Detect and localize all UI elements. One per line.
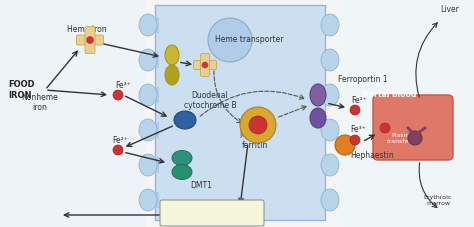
Ellipse shape	[321, 154, 339, 176]
Circle shape	[113, 145, 123, 155]
Text: Heme iron: Heme iron	[67, 25, 107, 34]
Ellipse shape	[310, 108, 326, 128]
Text: Fe²⁺: Fe²⁺	[112, 136, 128, 145]
Ellipse shape	[139, 14, 157, 36]
Ellipse shape	[321, 14, 339, 36]
Text: Plasma
transferrin: Plasma transferrin	[386, 133, 419, 144]
Bar	[155, 192, 159, 208]
Bar	[155, 157, 159, 173]
Circle shape	[350, 105, 360, 115]
Ellipse shape	[139, 84, 157, 106]
Text: FOOD
IRON: FOOD IRON	[8, 80, 35, 100]
Bar	[155, 122, 159, 138]
Text: Ferroportin 1: Ferroportin 1	[338, 75, 388, 84]
Ellipse shape	[139, 189, 157, 211]
Ellipse shape	[172, 165, 192, 180]
Ellipse shape	[335, 135, 355, 155]
Ellipse shape	[165, 45, 179, 65]
Ellipse shape	[165, 65, 179, 85]
Ellipse shape	[321, 189, 339, 211]
Ellipse shape	[321, 49, 339, 71]
Circle shape	[408, 131, 422, 145]
Text: Duodenal
cytochrome B: Duodenal cytochrome B	[184, 91, 237, 110]
Ellipse shape	[321, 84, 339, 106]
Text: Lost by shedding
of epithelial cells: Lost by shedding of epithelial cells	[185, 208, 239, 218]
FancyBboxPatch shape	[201, 54, 210, 76]
Text: Erythroic
marrow: Erythroic marrow	[424, 195, 452, 206]
FancyBboxPatch shape	[0, 0, 145, 227]
FancyBboxPatch shape	[85, 27, 95, 54]
Text: Fe²⁺: Fe²⁺	[351, 96, 367, 105]
FancyBboxPatch shape	[76, 35, 103, 45]
Bar	[155, 87, 159, 103]
FancyBboxPatch shape	[160, 200, 264, 226]
Ellipse shape	[139, 154, 157, 176]
Ellipse shape	[172, 151, 192, 165]
FancyBboxPatch shape	[155, 5, 325, 220]
Text: Mucosal
ferritin: Mucosal ferritin	[239, 131, 271, 150]
Text: Portal blood: Portal blood	[363, 90, 417, 99]
Text: Heme transporter: Heme transporter	[215, 35, 283, 44]
Text: Hephaestin: Hephaestin	[350, 151, 394, 160]
FancyBboxPatch shape	[373, 95, 453, 160]
Ellipse shape	[321, 119, 339, 141]
Text: Nonheme
iron: Nonheme iron	[22, 93, 58, 112]
Circle shape	[240, 107, 276, 143]
Ellipse shape	[174, 111, 196, 129]
Bar	[155, 52, 159, 68]
Circle shape	[113, 90, 123, 100]
Text: Fe³⁺: Fe³⁺	[115, 81, 131, 90]
Circle shape	[254, 121, 262, 129]
Circle shape	[249, 116, 267, 134]
Circle shape	[350, 135, 360, 145]
FancyBboxPatch shape	[193, 61, 217, 69]
Text: DMT1: DMT1	[190, 181, 212, 190]
Circle shape	[208, 18, 252, 62]
Ellipse shape	[310, 84, 326, 106]
Text: Fe³⁺: Fe³⁺	[350, 125, 366, 134]
Bar	[155, 17, 159, 33]
Circle shape	[202, 62, 208, 68]
Circle shape	[380, 123, 390, 133]
Ellipse shape	[139, 119, 157, 141]
FancyBboxPatch shape	[340, 0, 474, 227]
Ellipse shape	[139, 49, 157, 71]
Circle shape	[86, 36, 94, 44]
Text: Liver: Liver	[440, 5, 459, 14]
